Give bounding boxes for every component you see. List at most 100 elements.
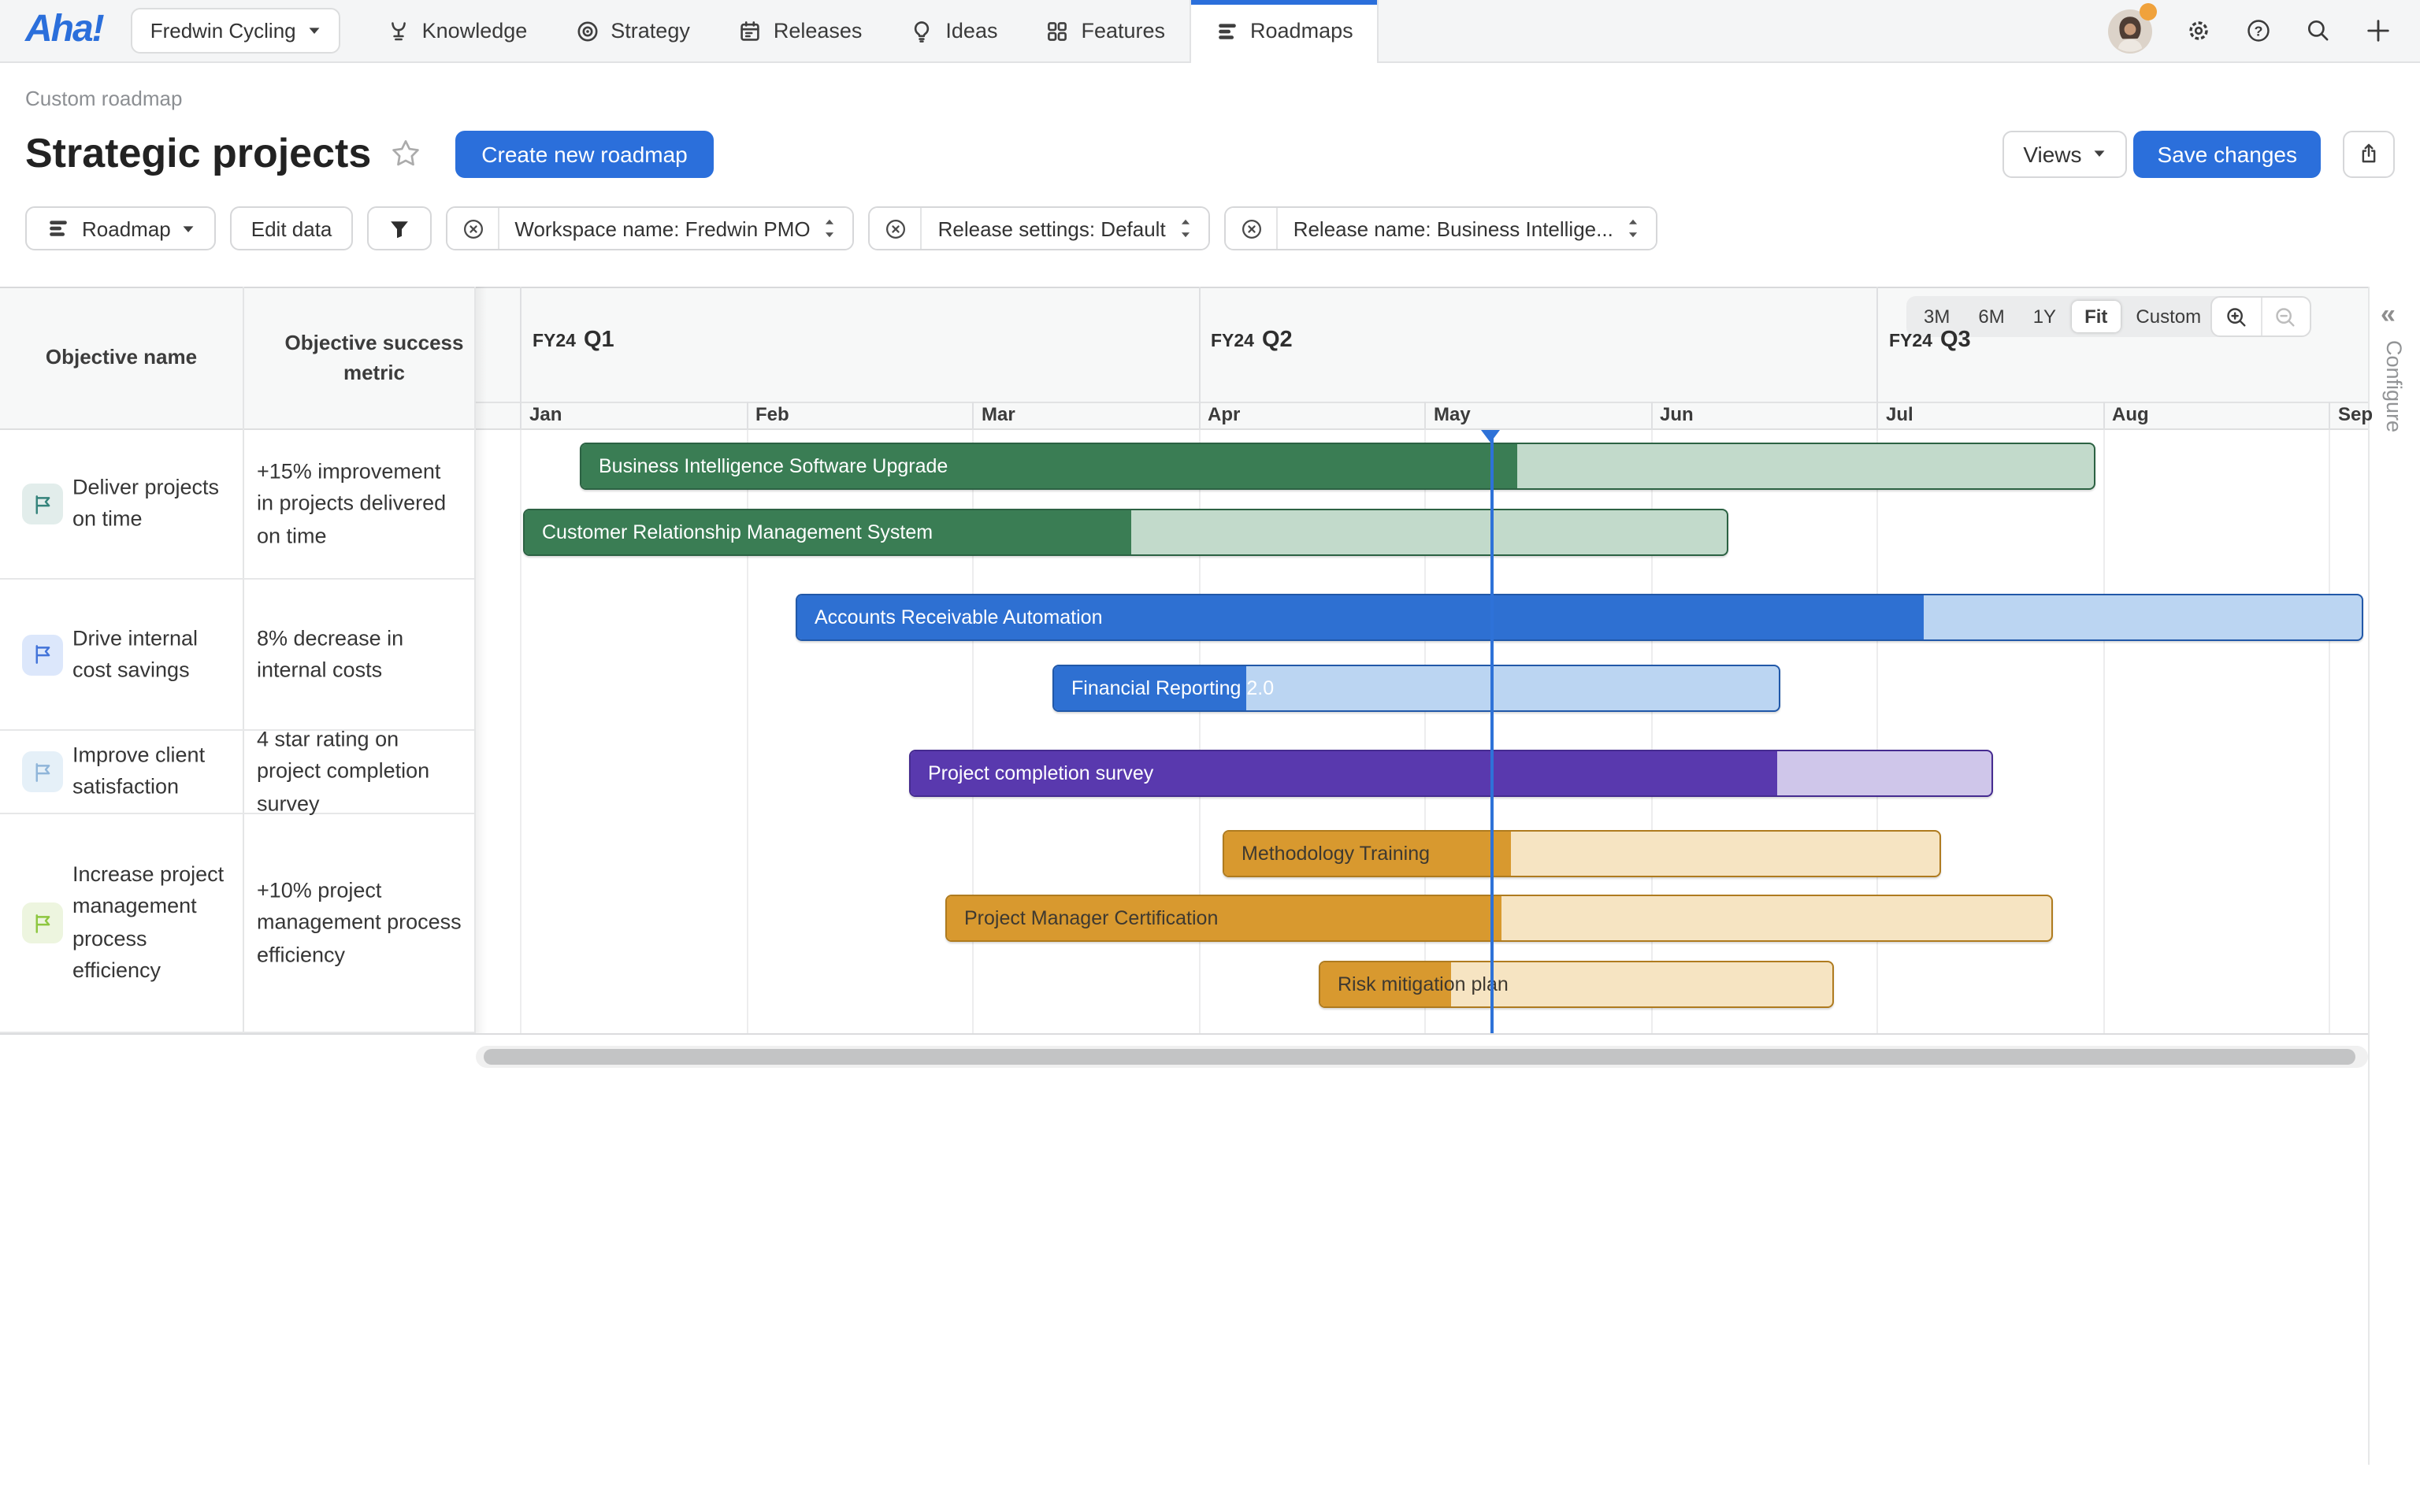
gantt-bar-project-completion-survey[interactable]: Project completion survey (909, 750, 1993, 797)
quarter-gridline (1876, 287, 1878, 430)
favorite-star-icon[interactable] (388, 137, 421, 170)
filter-chip-release-settings: Release settings: Default (868, 206, 1210, 250)
collapse-panel-icon[interactable]: « (2381, 299, 2396, 329)
roadmaps-icon (1214, 18, 1239, 43)
updown-icon (1626, 217, 1640, 239)
objective-metric: +10% project management process efficien… (257, 878, 462, 966)
avatar (2108, 9, 2152, 53)
objective-name: Deliver projects on time (72, 475, 220, 532)
quarter-gridline (1198, 287, 1200, 430)
column-divider (243, 287, 244, 1033)
objective-row[interactable]: Improve client satisfaction 4 star rating… (0, 727, 474, 814)
filter-value-button[interactable]: Workspace name: Fredwin PMO (499, 208, 853, 249)
gantt-bar-financial-reporting-2-0[interactable]: Financial Reporting 2.0 (1052, 665, 1780, 712)
bar-progress-fill (1320, 962, 1451, 1006)
zoom-out-button[interactable] (2262, 298, 2310, 335)
view-toolbar: Roadmap Edit data Workspace name: Fredwi… (25, 206, 1657, 250)
updown-icon (823, 217, 837, 239)
month-label: Jun (1660, 403, 1694, 425)
save-changes-button[interactable]: Save changes (2133, 130, 2321, 177)
gantt-bar-customer-relationship-management-system[interactable]: Customer Relationship Management System (523, 509, 1728, 556)
nav-item-knowledge[interactable]: Knowledge (362, 0, 551, 62)
green-flag-icon (22, 902, 63, 943)
objective-row[interactable]: Drive internal cost savings 8% decrease i… (0, 580, 474, 731)
timeline-zoom-control: 3M 6M 1Y Fit Custom (1906, 296, 2241, 337)
today-marker-icon (1481, 430, 1500, 443)
filter-button[interactable] (366, 206, 432, 250)
gantt-bar-accounts-receivable-automation[interactable]: Accounts Receivable Automation (796, 594, 2363, 641)
share-button[interactable] (2343, 130, 2395, 177)
nav-item-releases[interactable]: Releases (714, 0, 886, 62)
month-label: Jan (529, 403, 562, 425)
ideas-icon (909, 18, 934, 43)
funnel-icon (387, 217, 410, 240)
nav-item-label: Strategy (611, 19, 690, 43)
remove-filter-button[interactable] (1225, 208, 1278, 249)
search-button[interactable] (2305, 17, 2332, 44)
configure-tab[interactable]: Configure (2382, 340, 2406, 433)
column-header-objective-name: Objective name (45, 345, 198, 369)
bar-label: Methodology Training (1242, 843, 1431, 865)
settings-button[interactable] (2185, 17, 2212, 44)
share-icon (2357, 142, 2381, 165)
quarter-band-divider (474, 402, 2368, 403)
objective-row[interactable]: Increase project management process effi… (0, 814, 474, 1033)
bar-label: Customer Relationship Management System (542, 521, 933, 543)
roadmap-bars-icon (46, 216, 71, 241)
gantt-bar-project-manager-certification[interactable]: Project Manager Certification (945, 895, 2053, 942)
zoom-option-label: 1Y (2032, 306, 2057, 328)
scrollbar-thumb[interactable] (484, 1049, 2355, 1065)
zoom-option-custom[interactable]: Custom (2123, 301, 2236, 332)
horizontal-scrollbar (476, 1046, 2368, 1068)
zoom-in-button[interactable] (2212, 298, 2262, 335)
gantt-bar-business-intelligence-software-upgrade[interactable]: Business Intelligence Software Upgrade (580, 443, 2095, 490)
nav-item-ideas[interactable]: Ideas (885, 0, 1021, 62)
notification-dot (2140, 2, 2157, 20)
today-line (1490, 430, 1494, 1033)
roadmap-type-button[interactable]: Roadmap (25, 206, 217, 250)
user-avatar[interactable] (2108, 2, 2157, 53)
month-gridline (1650, 402, 1652, 430)
create-new-roadmap-button[interactable]: Create new roadmap (455, 130, 714, 177)
bar-progress-fill (1224, 832, 1511, 876)
objective-name: Improve client satisfaction (72, 743, 206, 799)
filter-label: Release settings: Default (937, 217, 1166, 240)
filter-value-button[interactable]: Release settings: Default (922, 208, 1208, 249)
remove-filter-button[interactable] (870, 208, 922, 249)
zoom-option-3m[interactable]: 3M (1911, 301, 1962, 332)
nav-item-strategy[interactable]: Strategy (551, 0, 714, 62)
bar-label: Financial Reporting 2.0 (1071, 677, 1275, 699)
views-button[interactable]: Views (2002, 130, 2128, 177)
filter-label: Release name: Business Intellige... (1293, 217, 1613, 240)
gantt-bar-methodology-training[interactable]: Methodology Training (1223, 830, 1941, 877)
bar-label: Risk mitigation plan (1338, 973, 1509, 995)
help-button[interactable]: ? (2245, 17, 2272, 44)
month-body-gridline (1876, 430, 1878, 1033)
aha-logo[interactable]: Aha! (25, 7, 105, 50)
gantt-bar-risk-mitigation-plan[interactable]: Risk mitigation plan (1319, 961, 1834, 1008)
zoom-buttons (2210, 296, 2311, 337)
add-button[interactable] (2365, 17, 2392, 44)
grid-bottom-border (0, 1033, 2368, 1035)
nav-item-features[interactable]: Features (1021, 0, 1189, 62)
objective-metric: 4 star rating on project completion surv… (257, 727, 430, 815)
nav-item-roadmaps[interactable]: Roadmaps (1189, 0, 1379, 62)
objective-metric: 8% decrease in internal costs (257, 625, 404, 682)
zoom-option-1y[interactable]: 1Y (2021, 301, 2069, 332)
bar-progress-fill (947, 896, 1501, 940)
bar-progress-fill (911, 751, 1777, 795)
zoom-option-6m[interactable]: 6M (1965, 301, 2017, 332)
edit-data-button[interactable]: Edit data (230, 206, 353, 250)
filter-value-button[interactable]: Release name: Business Intellige... (1277, 208, 1656, 249)
updown-icon (1178, 217, 1193, 239)
workspace-selector[interactable]: Fredwin Cycling (131, 8, 340, 54)
month-label: Feb (755, 403, 789, 425)
zoom-option-fit[interactable]: Fit (2072, 301, 2121, 332)
bar-progress-fill (1054, 666, 1246, 710)
objective-row[interactable]: Deliver projects on time +15% improvement… (0, 430, 474, 580)
month-body-gridline (520, 430, 521, 1033)
remove-filter-button[interactable] (447, 208, 499, 249)
zoom-option-label: Fit (2084, 306, 2108, 328)
bar-label: Business Intelligence Software Upgrade (599, 455, 948, 477)
month-body-gridline (1650, 430, 1652, 1033)
